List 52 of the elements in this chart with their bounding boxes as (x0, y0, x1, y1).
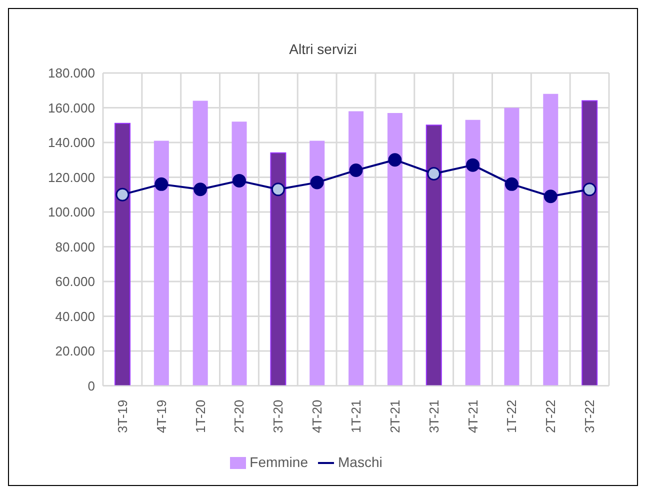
point (544, 190, 558, 204)
x-tick-label: 4T-19 (154, 400, 169, 433)
legend-label: Maschi (338, 454, 382, 470)
bar (426, 124, 442, 386)
x-tick-label: 1T-20 (192, 400, 208, 433)
x-tick-label: 2T-20 (232, 400, 247, 433)
point (388, 153, 402, 167)
point (310, 176, 324, 190)
point (466, 158, 480, 172)
point (349, 164, 363, 178)
x-tick-label: 3T-21 (426, 400, 442, 433)
y-tick-label: 100.000 (48, 204, 95, 220)
bar (387, 112, 402, 386)
y-tick-label: 80.000 (55, 239, 95, 254)
y-tick-label: 0 (88, 378, 95, 394)
bar (504, 108, 520, 386)
y-tick-label: 60.000 (55, 274, 95, 290)
point (154, 177, 168, 191)
point (504, 177, 518, 191)
x-tick-label: 3T-22 (582, 400, 598, 433)
x-tick-label: 4T-21 (465, 400, 480, 433)
x-tick-label: 1T-21 (348, 400, 364, 433)
x-tick-label: 4T-20 (310, 400, 325, 433)
bar (543, 94, 558, 386)
y-tick-label: 140.000 (48, 135, 95, 150)
point (582, 182, 596, 196)
point (116, 188, 130, 202)
bar (270, 152, 286, 386)
bar (310, 140, 325, 386)
x-tick-label: 3T-19 (114, 400, 130, 433)
bar (232, 122, 247, 386)
bar (154, 140, 169, 386)
bar (348, 111, 364, 386)
x-tick-label: 2T-22 (543, 400, 558, 433)
y-tick-label: 40.000 (55, 308, 95, 324)
x-tick-label: 3T-20 (270, 400, 286, 433)
y-tick-label: 20.000 (55, 344, 95, 359)
y-tick-label: 120.000 (48, 170, 95, 185)
bar (465, 120, 480, 386)
legend-label: Femmine (250, 454, 308, 470)
point (427, 167, 441, 181)
point (232, 174, 246, 188)
x-tick-label: 1T-22 (504, 400, 520, 433)
x-tick-label: 2T-21 (387, 400, 402, 433)
point (271, 182, 285, 196)
bar (192, 100, 208, 386)
chart-title: Altri servizi (288, 41, 358, 59)
y-tick-label: 180.000 (48, 66, 95, 81)
point (194, 182, 208, 196)
y-tick-label: 160.000 (48, 100, 95, 116)
bar (582, 100, 598, 386)
bar (114, 122, 130, 386)
